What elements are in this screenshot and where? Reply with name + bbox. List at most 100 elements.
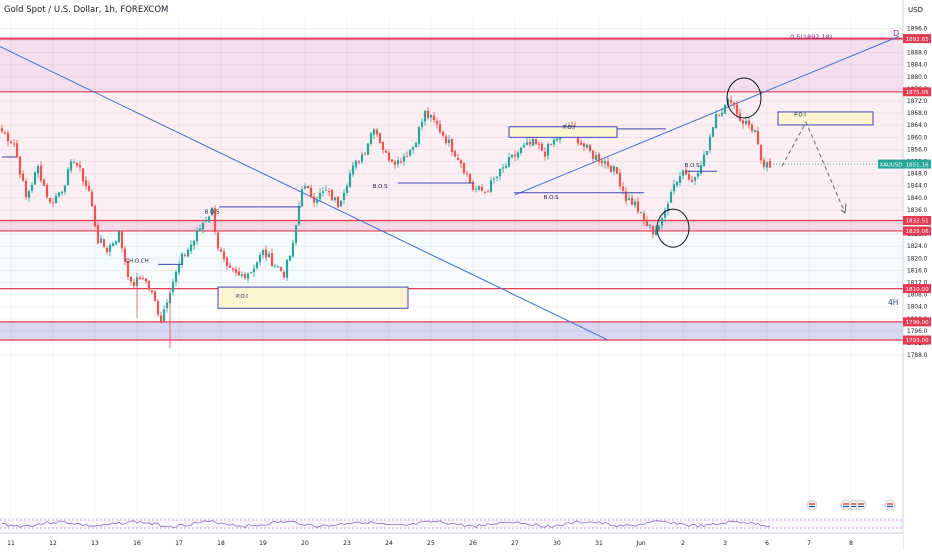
y-tick-label: 1864.0 — [907, 123, 928, 129]
candle-body — [45, 184, 49, 198]
x-tick-label: 20 — [301, 540, 309, 547]
candle-body — [735, 104, 739, 115]
candle-body — [429, 115, 433, 118]
candle-body — [693, 177, 697, 181]
y-tick-label: 1872.0 — [907, 99, 928, 105]
candle-body — [198, 228, 202, 232]
candle-body — [318, 192, 322, 200]
candle-body — [504, 165, 508, 168]
candle-body — [375, 129, 379, 135]
candle-body — [159, 315, 163, 322]
price-badge-label: 1892.65 — [906, 37, 930, 43]
candle-body — [507, 157, 511, 167]
candle-body — [720, 112, 724, 116]
ascending-trendline — [514, 35, 900, 196]
price-badge-label: 1793.00 — [906, 338, 930, 344]
candle-body — [90, 191, 94, 207]
y-axis-panel — [903, 0, 932, 550]
x-tick-label: 26 — [469, 540, 477, 547]
candle-body — [141, 278, 145, 280]
candle-body — [522, 145, 526, 148]
candle-body — [27, 191, 31, 198]
candle-body — [360, 154, 364, 162]
candle-body — [477, 186, 481, 190]
candle-body — [519, 147, 523, 154]
candle-body — [747, 120, 751, 126]
candle-body — [0, 128, 4, 132]
candle-body — [453, 150, 457, 157]
candle-body — [459, 160, 463, 164]
candle-body — [30, 184, 34, 191]
candle-body — [81, 168, 85, 182]
highlight-circle-high — [726, 77, 762, 119]
candle-body — [87, 185, 91, 192]
y-tick-label: 1848.0 — [907, 172, 928, 178]
candle-body — [333, 197, 337, 200]
candle-body — [585, 144, 589, 148]
candle-body — [579, 142, 583, 145]
candle-body — [399, 161, 403, 163]
candle-body — [537, 143, 541, 145]
candle-body — [498, 168, 502, 177]
candle-body — [444, 136, 448, 143]
candle-body — [372, 129, 376, 135]
annotation-label: B.O.S — [544, 195, 559, 201]
candle-body — [54, 195, 58, 204]
candle-body — [450, 138, 454, 152]
candle-body — [180, 253, 184, 265]
candle-body — [660, 218, 664, 226]
candle-body — [279, 267, 283, 272]
candle-body — [9, 141, 13, 143]
candle-body — [252, 268, 256, 273]
candle-body — [348, 173, 352, 187]
candle-body — [297, 206, 301, 225]
y-tick-label: 1836.0 — [907, 208, 928, 214]
candle-body — [102, 239, 106, 247]
candle-body — [570, 125, 574, 127]
candle-body — [495, 176, 499, 178]
candle-body — [282, 271, 286, 278]
candles-layer — [0, 95, 772, 349]
candle-body — [633, 201, 637, 206]
annotations-layer: B.O.S B.O.S B.O.S B.O.S CH.O.CH P.O.I P.O.I P.O… — [125, 29, 899, 511]
y-tick-label: 1812.0 — [907, 281, 928, 287]
price-badge-label: 1810.00 — [906, 287, 930, 293]
candle-body — [615, 167, 619, 174]
candle-body — [681, 170, 685, 176]
poi-box — [217, 286, 409, 309]
candle-body — [36, 166, 40, 174]
candle-body — [201, 222, 205, 230]
y-tick-label: 1884.0 — [907, 63, 928, 69]
fib-label: 0.5(1892.18) — [790, 33, 832, 41]
candle-body — [186, 249, 190, 257]
candle-body — [12, 143, 16, 145]
candle-body — [171, 281, 175, 292]
candle-body — [351, 165, 355, 175]
candle-body — [420, 121, 424, 127]
candle-body — [723, 104, 727, 114]
candle-body — [300, 189, 304, 207]
y-tick-label: 1860.0 — [907, 135, 928, 141]
candle-body — [534, 139, 538, 145]
candle-body — [540, 143, 544, 151]
candle-body — [219, 249, 223, 252]
candle-body — [549, 144, 553, 146]
candle-body — [75, 163, 79, 166]
point-label-d: D — [893, 29, 899, 38]
candle-body — [21, 173, 25, 181]
support-zone — [0, 220, 903, 231]
candle-body — [231, 268, 235, 270]
candle-body — [213, 208, 217, 232]
current-price-badge — [903, 159, 931, 169]
candle-body — [714, 114, 718, 128]
candle-body — [402, 156, 406, 162]
candle-body — [708, 136, 712, 151]
candle-body — [441, 131, 445, 136]
candle-body — [57, 192, 61, 196]
candle-body — [600, 160, 604, 163]
x-tick-label: 23 — [343, 540, 351, 547]
candle-body — [762, 159, 766, 167]
candle-body — [732, 102, 736, 105]
